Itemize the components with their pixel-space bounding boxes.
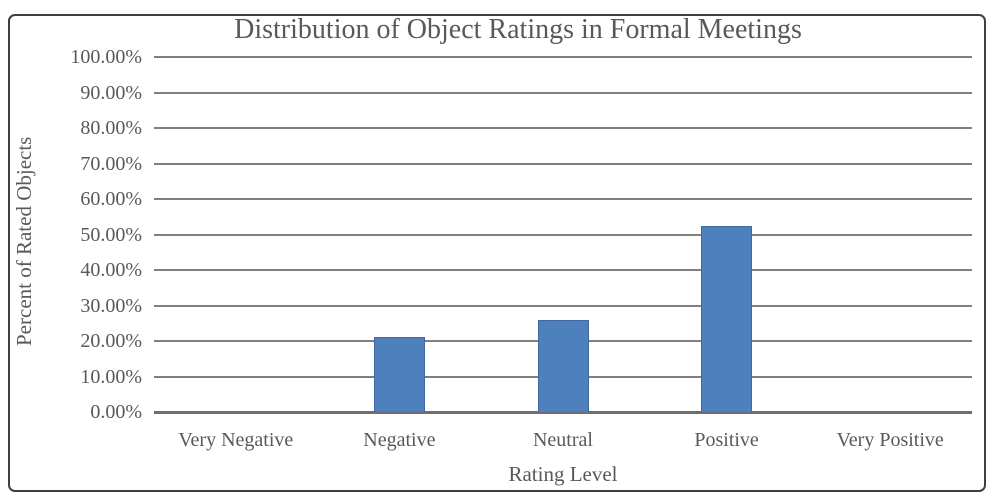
bar-neutral: [537, 319, 589, 412]
x-axis-title: Rating Level: [508, 462, 618, 486]
y-tick-label: 50.00%: [80, 223, 142, 246]
y-tick-label: 100.00%: [70, 46, 142, 68]
gridline: [154, 304, 972, 307]
y-tick-label: 70.00%: [80, 152, 142, 175]
y-tick-label: 80.00%: [80, 117, 142, 139]
y-tick-label: 30.00%: [80, 294, 142, 317]
chart-title: Distribution of Object Ratings in Formal…: [234, 14, 802, 45]
y-tick-label: 90.00%: [80, 81, 142, 104]
gridline: [154, 233, 972, 236]
y-tick-label: 60.00%: [80, 188, 142, 210]
gridline: [154, 198, 972, 200]
x-axis-line: [154, 411, 972, 414]
gridline: [154, 91, 972, 94]
y-tick-label: 0.00%: [90, 401, 142, 423]
x-category-label: Negative: [363, 429, 436, 451]
bar-negative: [373, 337, 425, 412]
x-category-label: Very Negative: [178, 429, 294, 451]
gridline: [154, 56, 972, 58]
y-tick-label: 20.00%: [80, 330, 142, 352]
gridline: [154, 162, 972, 165]
chart-frame-border: [8, 14, 986, 492]
gridline: [154, 127, 972, 129]
bar-positive: [701, 225, 753, 412]
y-tick-label: 10.00%: [80, 365, 142, 388]
x-category-label: Neutral: [532, 429, 593, 451]
x-category-label: Very Positive: [836, 429, 944, 451]
x-category-label: Positive: [694, 429, 759, 451]
y-tick-label: 40.00%: [80, 259, 142, 281]
gridline: [154, 269, 972, 271]
